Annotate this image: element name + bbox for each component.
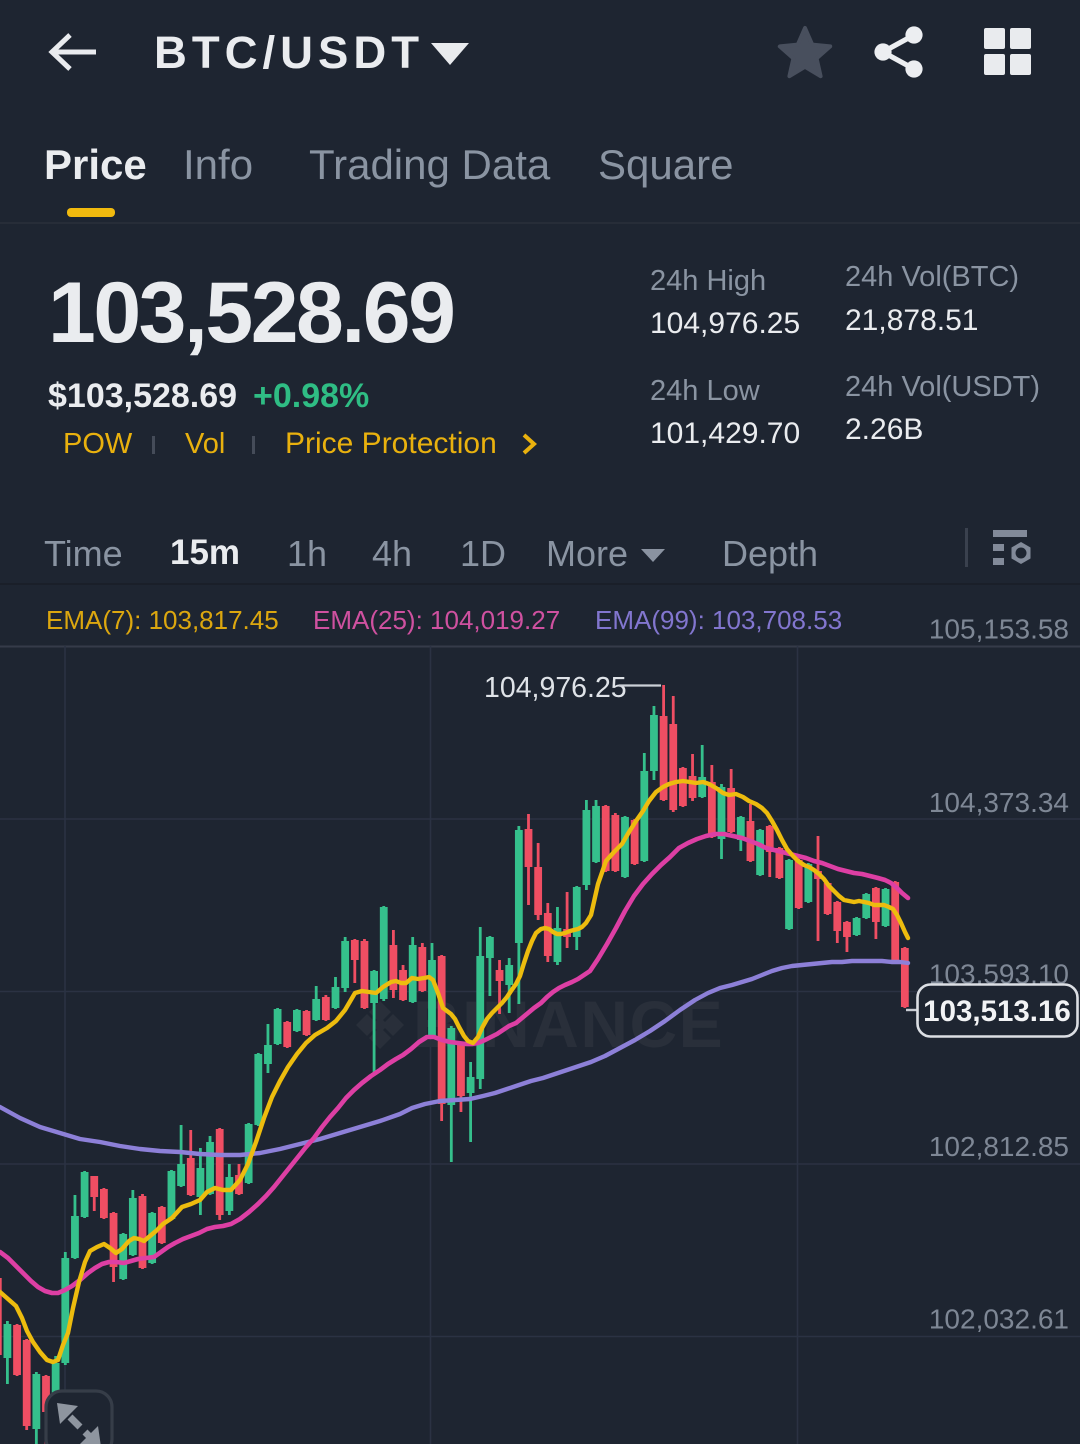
svg-text:102,812.85: 102,812.85 xyxy=(929,1131,1069,1162)
svg-text:104,976.25: 104,976.25 xyxy=(484,672,627,704)
svg-text:104,373.34: 104,373.34 xyxy=(929,787,1069,818)
svg-text:105,153.58: 105,153.58 xyxy=(929,614,1069,645)
svg-text:102,032.61: 102,032.61 xyxy=(929,1304,1069,1335)
svg-text:103,513.16: 103,513.16 xyxy=(923,995,1071,1028)
